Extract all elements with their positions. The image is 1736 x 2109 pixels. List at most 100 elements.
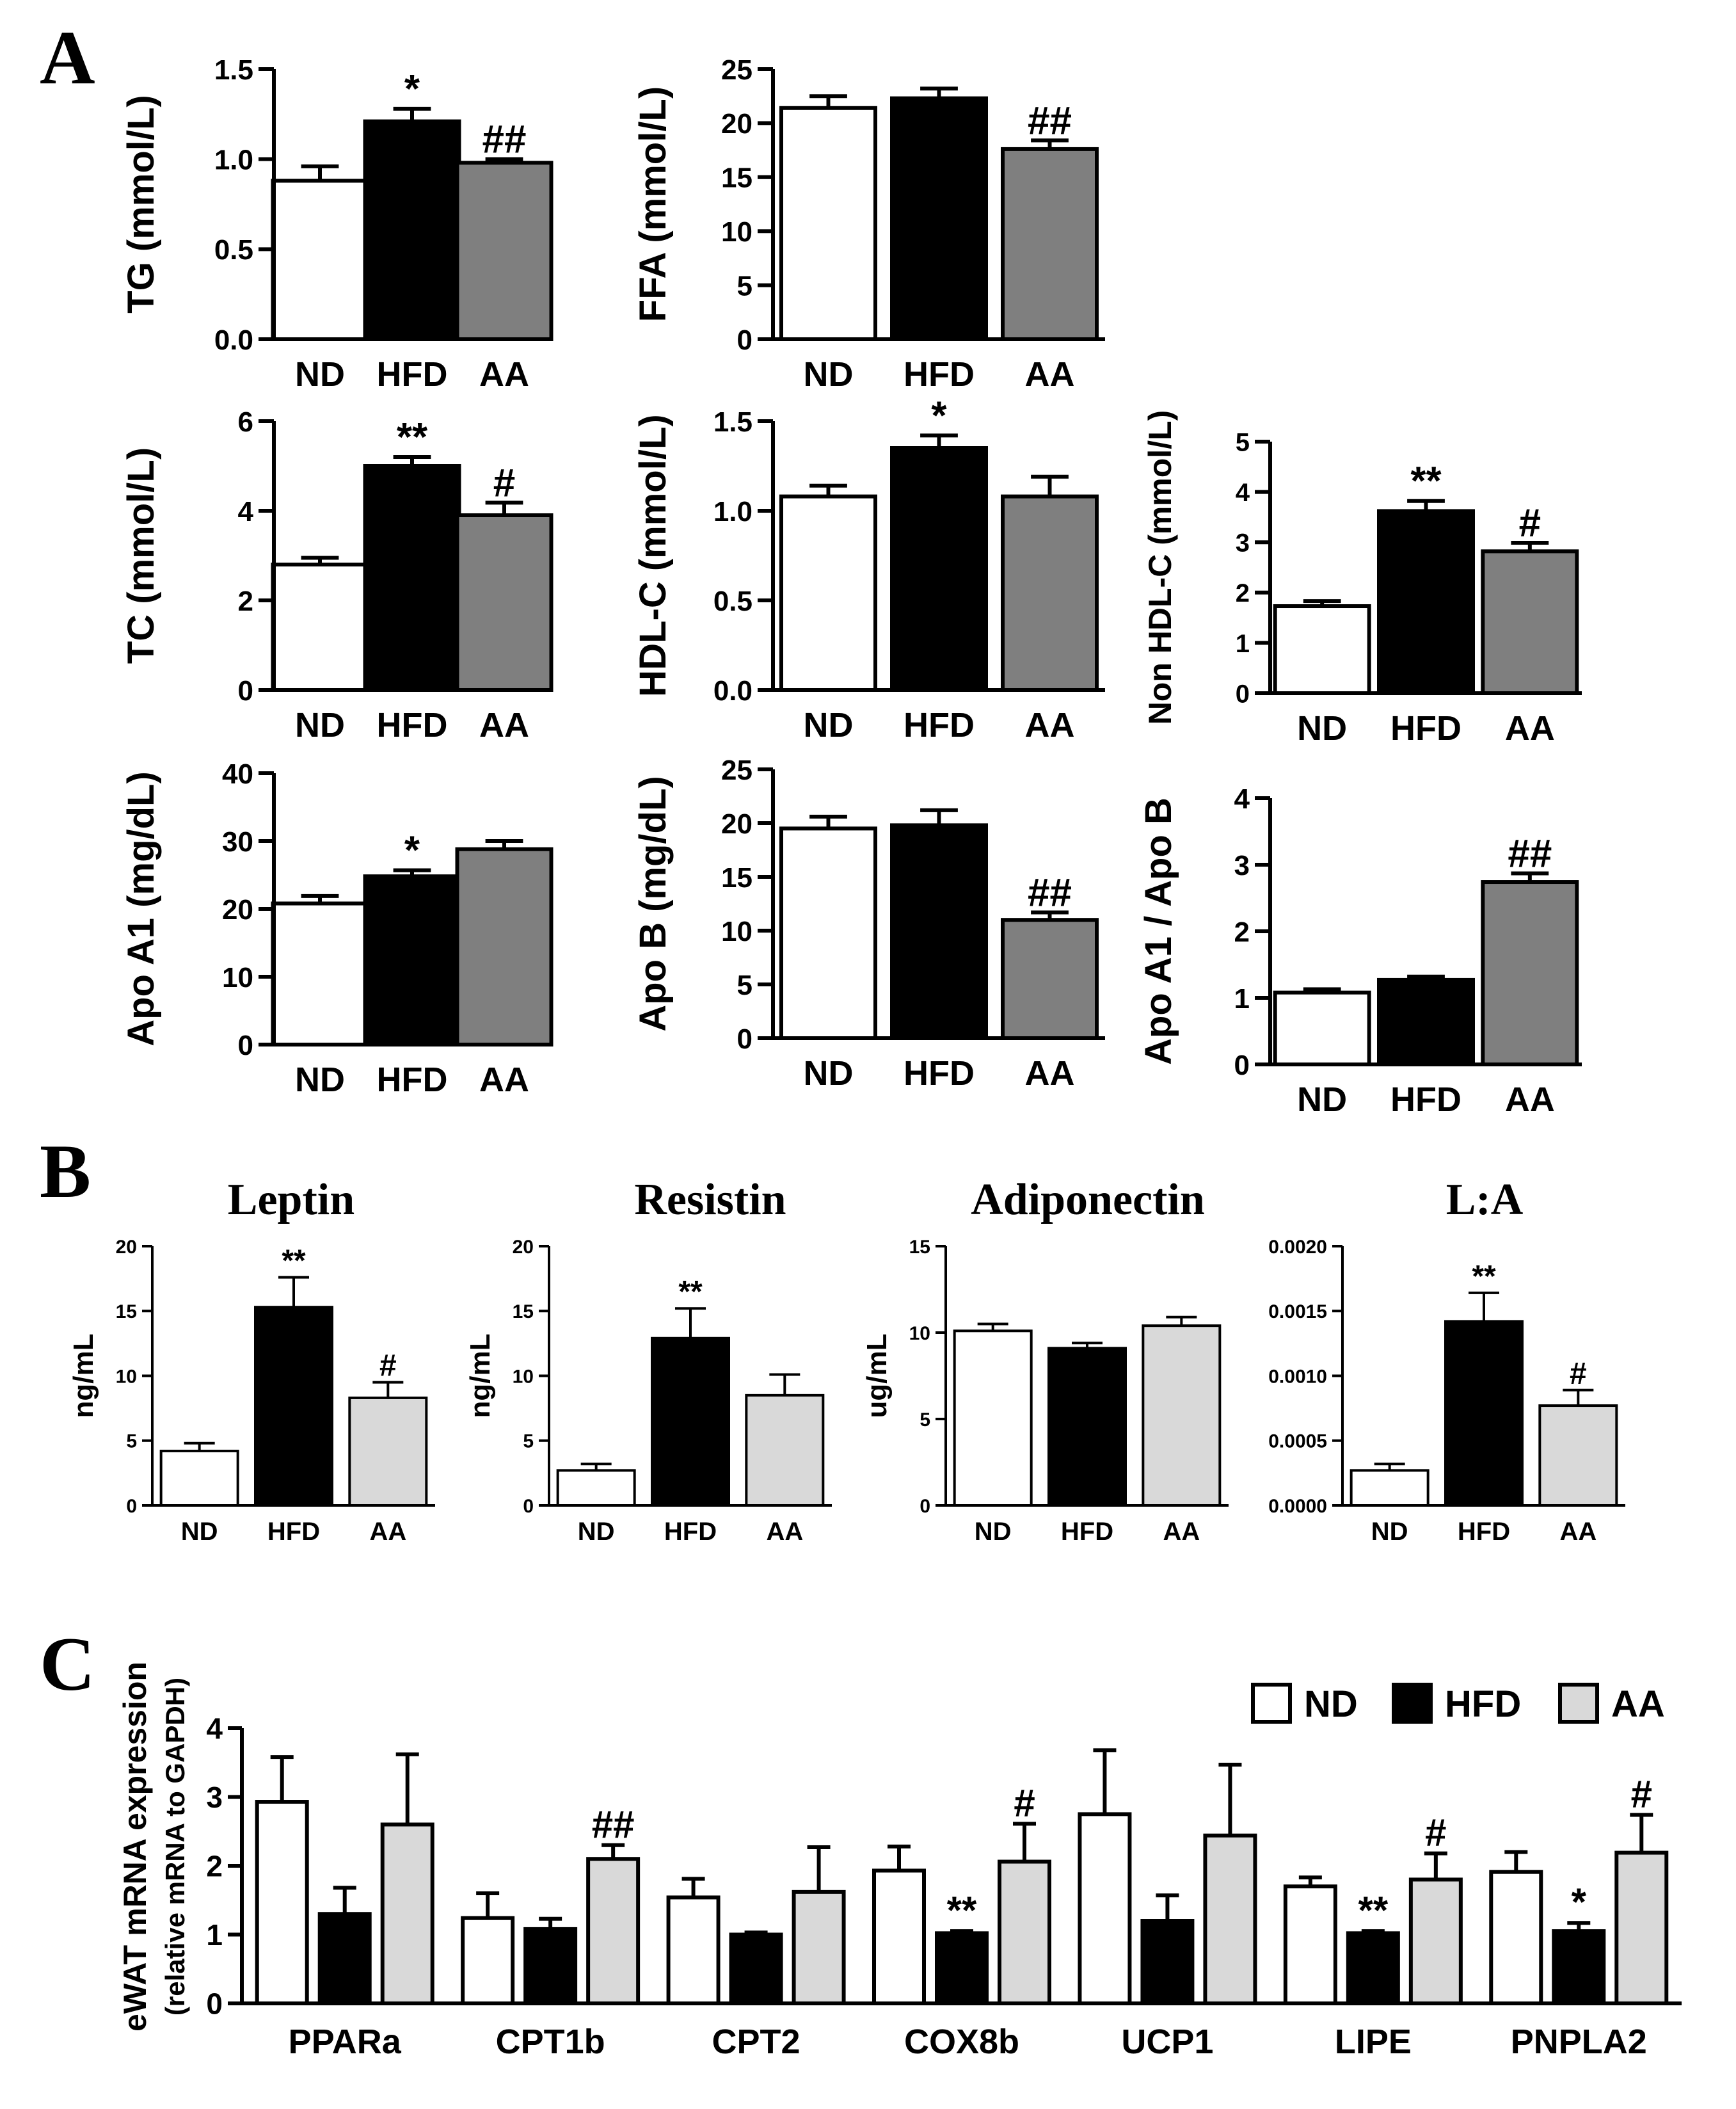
bar-ppara-nd: [255, 1800, 309, 2005]
bar-nd: [779, 494, 877, 692]
bar-hfd: [363, 874, 461, 1046]
y-tick-label: 1.5: [214, 54, 253, 86]
y-tick-label: 10: [222, 962, 253, 993]
x-tick-label: AA: [369, 1518, 406, 1546]
y-tick-label: 3: [1234, 850, 1250, 881]
x-tick-label: AA: [479, 355, 529, 394]
y-tick-label: 0: [737, 1023, 753, 1055]
y-tick-label: 0.0005: [1268, 1431, 1327, 1452]
x-tick-label: CPT1b: [496, 2023, 605, 2061]
bar-pnpla2-aa: [1614, 1850, 1669, 2005]
chart-mrna: 0 1 2 3 4 PPARa ## CPT1b CPT2 ** # COX8b UCP1 ** # LIPE…: [117, 1662, 1682, 2061]
y-tick-label: 0: [1236, 680, 1250, 708]
chart-title: L:A: [1446, 1175, 1524, 1224]
y-tick-label: 15: [721, 862, 753, 894]
x-tick-label: ND: [804, 706, 854, 744]
chart-leptin: 0 5 10 15 20 ND ** HFD # AA ng/mL Leptin: [68, 1175, 435, 1546]
x-tick-label: ND: [1297, 1080, 1347, 1119]
y-tick-label: 0.0: [713, 675, 753, 707]
bar-aa: [1142, 1324, 1222, 1507]
x-tick-label: ND: [295, 1061, 345, 1099]
chart-nonhdl: 0 1 2 3 4 5 ND ** HFD # AA Non HDL-C (mmol/L): [1142, 410, 1582, 748]
x-tick-label: ND: [295, 355, 345, 394]
bar-cpt2-nd: [666, 1895, 721, 2005]
x-tick-label: AA: [1025, 706, 1075, 744]
bar-hfd: [890, 823, 988, 1040]
bar-cox8b-hfd: [935, 1931, 989, 2006]
bar-ucp1-hfd: [1140, 1919, 1195, 2005]
chart-title: Adiponectin: [971, 1175, 1205, 1224]
chart-ratio: 0 1 2 3 4 ND HFD ## AA Apo A1 / Apo B: [1138, 783, 1582, 1119]
y-tick-label: 1: [206, 1918, 223, 1952]
legend-swatch-nd: [1251, 1683, 1292, 1724]
bar-hfd: [651, 1336, 730, 1507]
significance-label: #: [1631, 1772, 1652, 1815]
y-tick-label: 0.0010: [1268, 1366, 1327, 1387]
significance-label: **: [1410, 460, 1442, 504]
y-axis-title: TC (mmol/L): [120, 447, 162, 664]
y-tick-label: 4: [206, 1712, 223, 1745]
panel-label-a: A: [40, 15, 95, 100]
y-tick-label: 5: [920, 1409, 930, 1431]
y-tick-label: 0: [238, 675, 253, 707]
y-tick-label: 0: [126, 1496, 137, 1517]
y-tick-label: 1: [1236, 630, 1250, 658]
x-tick-label: ND: [1371, 1518, 1408, 1546]
x-tick-label: COX8b: [904, 2023, 1019, 2061]
y-axis-title: TG (mmol/L): [120, 95, 162, 314]
bar-aa: [1001, 147, 1099, 342]
bar-cox8b-nd: [872, 1868, 926, 2005]
bar-ppara-aa: [380, 1822, 434, 2005]
y-tick-label: 5: [1236, 428, 1250, 456]
x-tick-label: HFD: [1061, 1518, 1113, 1546]
y-tick-label: 5: [737, 970, 753, 1001]
x-tick-label: AA: [1559, 1518, 1597, 1546]
y-axis-title: HDL-C (mmol/L): [632, 414, 674, 696]
y-tick-label: 15: [721, 163, 753, 194]
bar-ppara-hfd: [317, 1912, 372, 2005]
bar-lipe-aa: [1408, 1877, 1463, 2005]
bar-nd: [271, 563, 369, 692]
y-tick-label: 25: [721, 54, 753, 86]
legend: ND HFD AA: [1251, 1683, 1665, 1725]
bar-hfd: [254, 1306, 333, 1507]
x-tick-label: HFD: [904, 355, 975, 394]
bar-ucp1-nd: [1078, 1812, 1132, 2005]
bar-ucp1-aa: [1203, 1833, 1257, 2005]
x-tick-label: ND: [804, 355, 854, 394]
panel-label-b: B: [40, 1128, 91, 1214]
x-tick-label: HFD: [904, 706, 975, 744]
significance-label: #: [1425, 1811, 1446, 1854]
x-tick-label: ND: [181, 1518, 218, 1546]
x-tick-label: AA: [1505, 1080, 1555, 1119]
bar-nd: [1273, 604, 1371, 695]
y-tick-label: 5: [126, 1431, 137, 1452]
significance-label: **: [1358, 1889, 1389, 1932]
y-axis-title: ng/mL: [68, 1334, 99, 1418]
significance-label: #: [1014, 1781, 1035, 1824]
bar-nd: [556, 1469, 636, 1507]
y-tick-label: 1.0: [214, 145, 253, 176]
x-tick-label: PPARa: [289, 2023, 402, 2061]
bar-hfd: [890, 446, 988, 692]
y-tick-label: 0: [523, 1496, 534, 1517]
x-tick-label: ND: [578, 1518, 615, 1546]
y-tick-label: 10: [721, 216, 753, 248]
bar-aa: [1481, 549, 1579, 696]
bar-aa: [348, 1396, 428, 1507]
legend-label-hfd: HFD: [1445, 1683, 1521, 1725]
y-tick-label: 15: [513, 1301, 534, 1322]
x-tick-label: AA: [766, 1518, 803, 1546]
y-axis-title: Apo B (mg/dL): [632, 776, 674, 1031]
significance-label: **: [947, 1889, 977, 1932]
y-tick-label: 10: [909, 1323, 930, 1344]
y-tick-label: 30: [222, 826, 253, 858]
x-tick-label: HFD: [377, 355, 448, 394]
significance-label: #: [493, 461, 515, 505]
y-tick-label: 1.0: [713, 496, 753, 527]
panel-label-c: C: [40, 1621, 95, 1706]
y-tick-label: 15: [116, 1301, 137, 1322]
bar-pnpla2-nd: [1489, 1870, 1543, 2006]
bar-aa: [1538, 1404, 1618, 1507]
bar-lipe-nd: [1283, 1884, 1337, 2005]
